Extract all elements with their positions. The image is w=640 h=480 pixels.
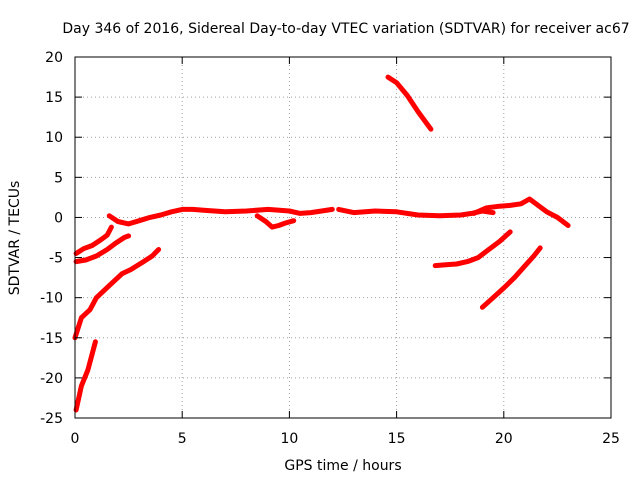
y-tick-label: 5 xyxy=(54,170,63,186)
x-tick-label: 5 xyxy=(178,431,187,447)
y-tick-label: 10 xyxy=(45,130,63,146)
series-arc-11 xyxy=(479,245,543,310)
y-tick-label: 20 xyxy=(45,50,63,66)
grid xyxy=(75,57,611,418)
y-tick-label: 0 xyxy=(54,210,63,226)
series-arc-1 xyxy=(73,339,98,413)
series-arc-8 xyxy=(385,74,434,132)
y-axis-label: SDTVAR / TECUs xyxy=(7,181,23,296)
series-arc-6 xyxy=(254,213,297,230)
y-tick-label: -5 xyxy=(49,251,63,267)
series-arc-3 xyxy=(73,233,132,265)
plot-frame xyxy=(74,56,612,419)
chart-title: Day 346 of 2016, Sidereal Day-to-day VTE… xyxy=(62,21,629,37)
series-arc-2 xyxy=(72,247,162,341)
x-tick-label: 10 xyxy=(280,431,298,447)
axis-ticks xyxy=(74,56,612,419)
series-arc-4 xyxy=(73,224,114,256)
y-tick-label: -15 xyxy=(40,331,63,347)
series-arc-5 xyxy=(106,206,335,227)
x-tick-label: 0 xyxy=(71,431,80,447)
y-tick-label: -20 xyxy=(40,371,63,387)
x-axis-label: GPS time / hours xyxy=(284,458,401,474)
series-arc-7 xyxy=(336,206,496,219)
y-tick-label: -10 xyxy=(40,291,63,307)
y-tick-label: -25 xyxy=(40,411,63,427)
tick-labels: 0 5 10 15 20 25 -25 -20 -15 -10 -5 0 5 10 15 20 xyxy=(40,50,620,447)
series-arc-9 xyxy=(471,196,571,228)
x-tick-label: 20 xyxy=(495,431,513,447)
x-tick-label: 25 xyxy=(602,431,620,447)
y-tick-label: 15 xyxy=(45,90,63,106)
data-series xyxy=(72,74,571,413)
series-arc-10 xyxy=(432,229,513,269)
x-tick-label: 15 xyxy=(388,431,406,447)
